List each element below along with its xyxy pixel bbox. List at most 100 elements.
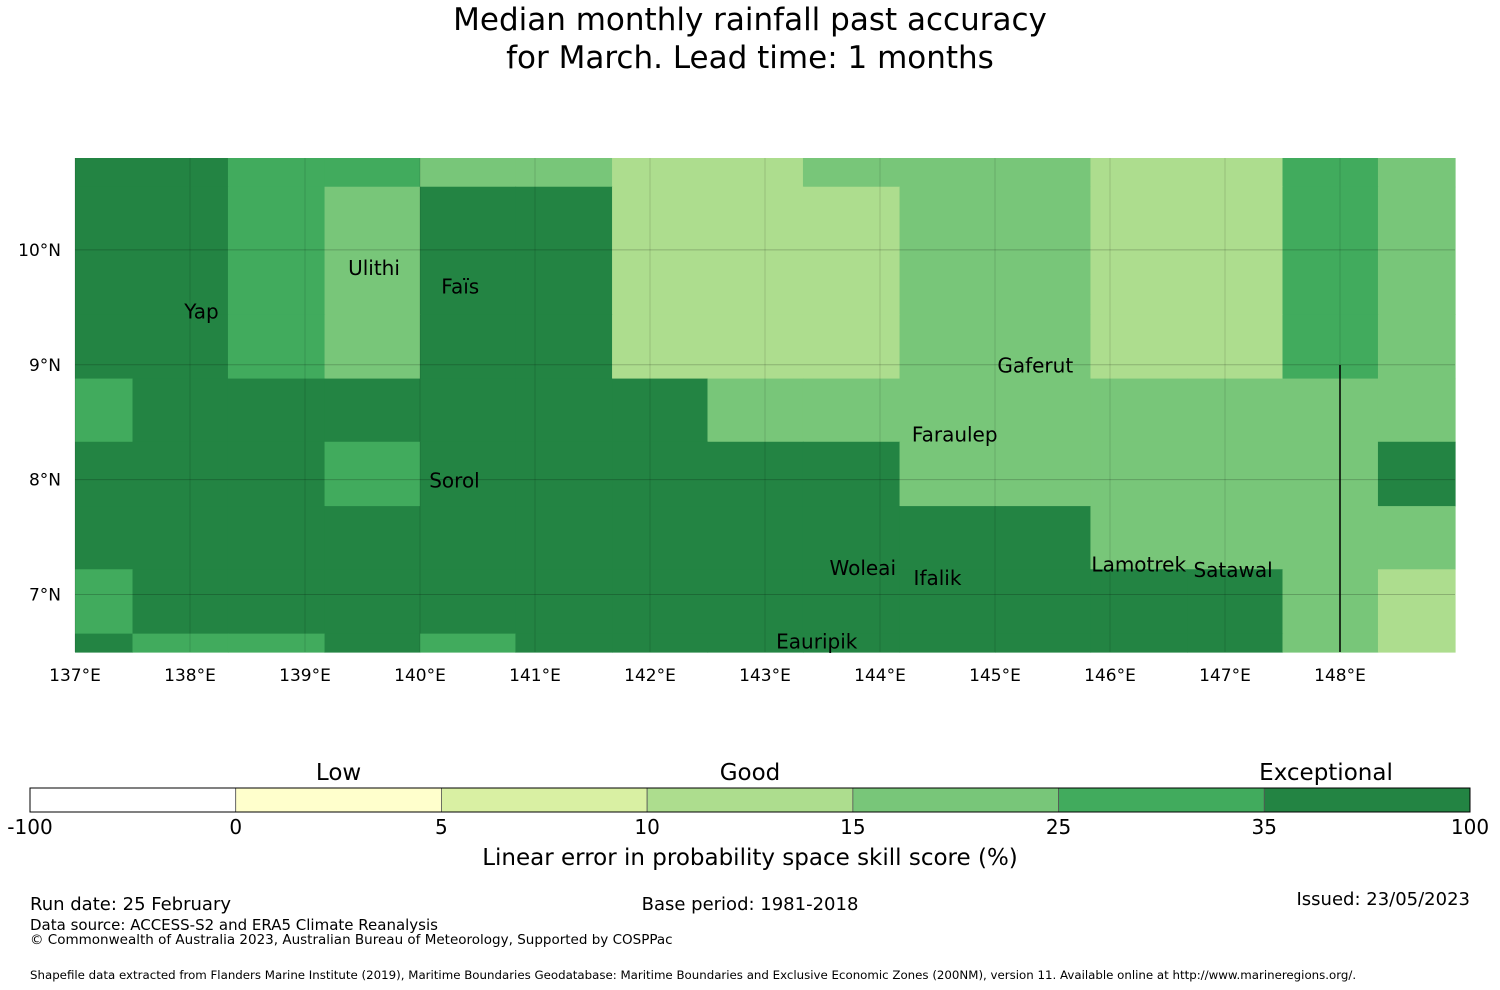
data-source: Data source: ACCESS-S2 and ERA5 Climate … <box>30 916 438 934</box>
place-label: Eauripik <box>776 629 858 653</box>
skill-cell <box>612 441 709 507</box>
skill-cell <box>227 633 326 653</box>
skill-cell <box>227 506 326 570</box>
skill-cell <box>75 158 134 188</box>
skill-cell <box>1377 158 1456 188</box>
skill-cell <box>1187 186 1284 315</box>
skill-cell <box>324 314 421 380</box>
skill-cell <box>324 569 421 635</box>
skill-cell <box>420 158 517 188</box>
map-title-line-2: for March. Lead time: 1 months <box>506 40 994 76</box>
skill-cell <box>612 506 709 570</box>
issued-date: Issued: 23/05/2023 <box>1296 889 1470 910</box>
skill-cell <box>1187 569 1284 635</box>
skill-cell <box>1377 441 1456 507</box>
skill-cell <box>132 633 229 653</box>
lon-tick-label: 148°E <box>1314 666 1366 686</box>
skill-cell <box>1090 314 1188 380</box>
skill-cell <box>899 506 996 570</box>
lon-tick-label: 147°E <box>1199 666 1251 686</box>
lon-tick-label: 144°E <box>854 666 906 686</box>
lat-tick-label: 7°N <box>29 586 61 606</box>
skill-cell <box>1282 569 1379 635</box>
lat-tick-label: 8°N <box>29 471 61 491</box>
skill-cell <box>132 158 229 188</box>
skill-cell <box>1090 158 1188 188</box>
colorbar-category-label: Low <box>315 760 362 786</box>
skill-cell <box>1377 378 1456 443</box>
colorbar-tick-label: 35 <box>1251 815 1278 839</box>
skill-cell <box>420 378 517 443</box>
colorbar-category-label: Good <box>719 760 781 786</box>
place-label: Faraulep <box>912 423 998 447</box>
skill-cell <box>612 158 709 188</box>
colorbar-frame <box>29 787 1471 813</box>
skill-cell <box>227 186 326 315</box>
skill-cell <box>802 158 901 188</box>
skill-cell <box>1187 633 1284 653</box>
skill-cell <box>1377 633 1456 653</box>
skill-cell <box>515 186 613 315</box>
skill-cell <box>707 441 804 507</box>
place-label: Sorol <box>429 468 480 492</box>
base-period: Base period: 1981-2018 <box>641 894 859 915</box>
skill-cell <box>995 633 1092 653</box>
colorbar-swatch <box>29 787 237 813</box>
skill-cell <box>75 378 134 443</box>
skill-cell <box>802 506 901 570</box>
colorbar-tick-label: 5 <box>435 815 448 839</box>
skill-cell <box>899 569 996 635</box>
skill-cell <box>1187 378 1284 443</box>
colorbar-swatch <box>235 787 442 813</box>
skill-cell <box>1282 378 1379 443</box>
lon-tick-label: 146°E <box>1084 666 1136 686</box>
skill-cell <box>132 569 229 635</box>
skill-cell <box>899 378 996 443</box>
skill-cell <box>707 186 804 315</box>
skill-cell <box>995 158 1092 188</box>
skill-cell <box>324 441 421 507</box>
lon-tick-label: 140°E <box>394 666 446 686</box>
skill-cell <box>1090 506 1188 570</box>
skill-cell <box>132 506 229 570</box>
lon-tick-label: 143°E <box>739 666 791 686</box>
run-date: Run date: 25 February <box>30 894 231 915</box>
skill-cell <box>707 506 804 570</box>
skill-cell <box>132 186 229 315</box>
skill-cell <box>1187 441 1284 507</box>
colorbar-tick-label: 15 <box>840 815 866 839</box>
skill-cell <box>324 186 421 315</box>
skill-cell <box>132 378 229 443</box>
skill-cell <box>515 314 613 380</box>
colorbar-tick-label: 0 <box>229 815 243 839</box>
skill-cell <box>612 569 709 635</box>
skill-cell <box>1282 314 1379 380</box>
skill-cell <box>612 633 709 653</box>
lon-tick-label: 137°E <box>49 666 101 686</box>
colorbar-category-label: Exceptional <box>1259 760 1393 786</box>
place-label: Ulithi <box>348 256 400 280</box>
skill-cell <box>707 314 804 380</box>
skill-cell <box>1090 186 1188 315</box>
skill-cell <box>75 441 134 507</box>
skill-grid <box>75 158 1456 653</box>
skill-cell <box>995 441 1092 507</box>
skill-cell <box>1090 633 1188 653</box>
skill-cell <box>899 186 996 315</box>
skill-cell <box>1282 633 1379 653</box>
skill-cell <box>1187 314 1284 380</box>
skill-cell <box>324 633 421 653</box>
skill-cell <box>995 314 1092 380</box>
skill-cell <box>420 186 517 315</box>
skill-cell <box>324 158 421 188</box>
skill-cell <box>1090 569 1188 635</box>
colorbar-label: Linear error in probability space skill … <box>482 845 1018 871</box>
axis-tick-labels: 137°E 138°E 139°E 140°E 141°E 142°E 143°E 144°E… <box>18 241 1366 686</box>
skill-cell <box>515 633 613 653</box>
skill-cell <box>995 186 1092 315</box>
skill-cell <box>515 506 613 570</box>
skill-cell <box>707 158 804 188</box>
skill-cell <box>1377 506 1456 570</box>
skill-cell <box>75 506 134 570</box>
